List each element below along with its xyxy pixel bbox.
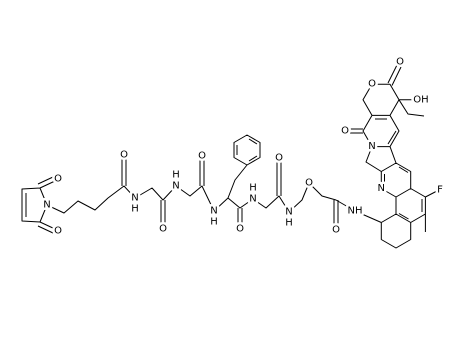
atom-label: O (198, 151, 206, 162)
atom-label: O (275, 153, 283, 164)
atom-label: O (332, 225, 340, 236)
atom-label: N (368, 141, 375, 152)
atom-label: N (378, 183, 385, 194)
atom-label: NH (348, 206, 363, 217)
atom-label: H (210, 217, 218, 228)
atom-label: O (396, 57, 404, 68)
atom-label: N (210, 206, 217, 217)
atom-label: O (236, 224, 244, 235)
atom-label: O (341, 126, 349, 137)
atom-label: N (172, 181, 179, 192)
atom-label: N (43, 200, 50, 211)
atom-label: O (120, 150, 128, 161)
atom-label: N (285, 207, 292, 218)
atom-label: H (172, 170, 180, 181)
atom-label: O (54, 174, 62, 185)
atom-label: H (249, 183, 257, 194)
atom-label: O (368, 79, 376, 90)
atom-label: O (305, 178, 313, 189)
atom-label: H (131, 204, 139, 215)
atom-label: F (437, 185, 443, 196)
atom-label: N (131, 193, 138, 204)
atom-label: OH (413, 94, 428, 105)
atom-label: O (54, 226, 62, 237)
atom-label: H (285, 218, 293, 229)
atom-label: O (159, 224, 167, 235)
bonds (21, 64, 438, 249)
atom-label: N (249, 194, 256, 205)
